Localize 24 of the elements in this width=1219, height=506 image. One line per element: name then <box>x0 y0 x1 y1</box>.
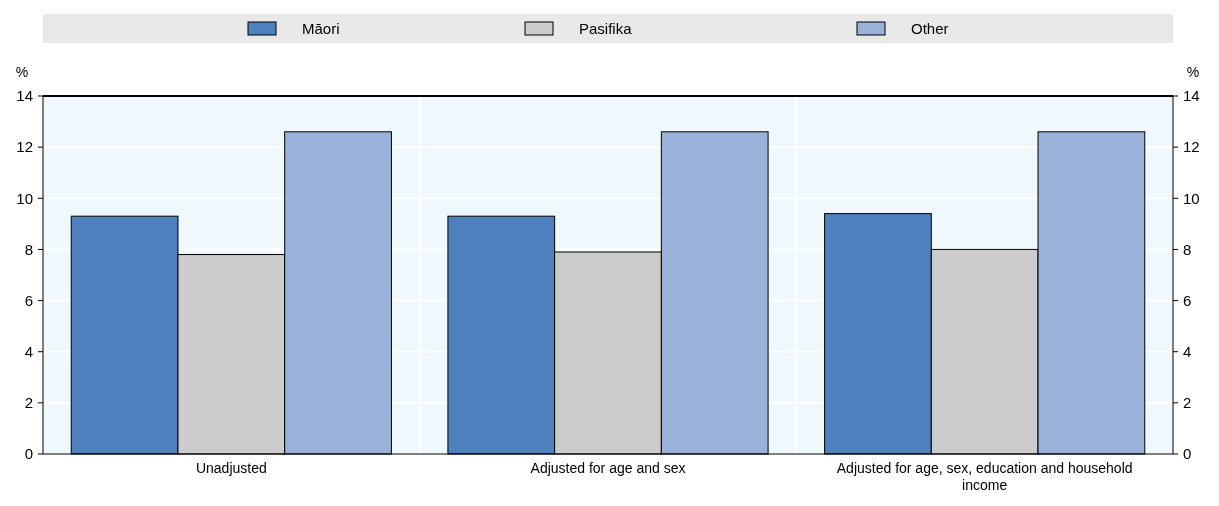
y2-tick-label: 6 <box>1183 291 1192 309</box>
legend-label: Pasifika <box>579 20 633 38</box>
y-tick-label: 6 <box>24 291 33 309</box>
legend-label: Māori <box>302 20 340 38</box>
y-tick-label: 14 <box>16 87 33 105</box>
y2-tick-label: 2 <box>1183 394 1192 412</box>
y2-tick-label: 14 <box>1183 87 1200 105</box>
legend-label: Other <box>911 20 949 38</box>
y2-tick-label: 0 <box>1183 445 1192 463</box>
y2-tick-label: 4 <box>1183 342 1192 360</box>
y2-axis-title: % <box>1186 64 1200 80</box>
y-tick-label: 10 <box>16 189 33 207</box>
x-tick-label: Unadjusted <box>195 460 267 476</box>
y2-tick-label: 12 <box>1183 138 1200 156</box>
y-tick-label: 12 <box>16 138 33 156</box>
y2-tick-label: 10 <box>1183 189 1200 207</box>
y-tick-label: 4 <box>24 342 33 360</box>
y-axis-title: % <box>15 64 29 80</box>
x-tick-label: Adjusted for age and sex <box>530 460 686 476</box>
y-tick-label: 2 <box>24 394 33 412</box>
y2-tick-label: 8 <box>1183 240 1192 258</box>
y-tick-label: 0 <box>24 445 33 463</box>
y-tick-label: 8 <box>24 240 33 258</box>
x-tick-label: Adjusted for age, sex, education and household income <box>836 460 1133 493</box>
